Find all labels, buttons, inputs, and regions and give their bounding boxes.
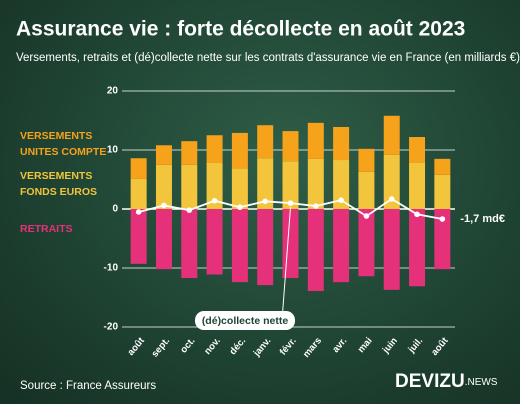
x-tick-label: août xyxy=(126,335,148,358)
x-tick-label: févr. xyxy=(278,335,299,357)
y-tick-label: -20 xyxy=(104,322,119,333)
bar-segment xyxy=(307,209,324,292)
value-label: -1,7 md€ xyxy=(460,213,505,225)
bar-segment xyxy=(282,161,299,209)
x-tick-label: mai xyxy=(356,335,375,355)
chart-title: Assurance vie : forte décollecte en août… xyxy=(16,18,465,41)
bar-segment xyxy=(130,209,147,264)
brand-name: DEVIZU xyxy=(395,371,465,392)
net-point xyxy=(135,209,142,215)
bar-segment xyxy=(409,209,426,287)
x-tick-label: nov. xyxy=(202,335,223,356)
bar-segment xyxy=(333,160,350,209)
x-tick-label: sept. xyxy=(149,335,172,359)
bar-segment xyxy=(257,125,274,159)
net-point xyxy=(388,196,395,202)
bar-segment xyxy=(231,132,248,169)
net-point xyxy=(186,207,193,213)
bar-segment xyxy=(434,158,451,175)
y-tick-label: 10 xyxy=(107,145,119,156)
net-point xyxy=(414,211,420,218)
bar-segment xyxy=(358,209,375,277)
legend-uc: VERSEMENTS UNITES COMPTE xyxy=(20,130,107,158)
bar-segment xyxy=(257,158,274,209)
y-tick-label: 20 xyxy=(107,86,119,97)
bar-segment xyxy=(434,209,451,270)
bar-segment xyxy=(434,174,451,209)
y-tick-label: 0 xyxy=(112,204,118,215)
bar-segment xyxy=(282,131,299,162)
bar-segment xyxy=(130,178,147,209)
bar-segment xyxy=(206,135,223,163)
source: Source : France Assureurs xyxy=(20,380,156,392)
bar-segment xyxy=(358,171,375,209)
bar-segment xyxy=(409,162,426,209)
net-point xyxy=(237,204,243,211)
net-point xyxy=(211,197,218,204)
bar-segment xyxy=(181,141,198,165)
bar-segment xyxy=(206,209,223,275)
x-tick-label: déc. xyxy=(227,335,248,357)
bar-segment xyxy=(206,162,223,209)
bar-segment xyxy=(155,145,172,165)
net-point xyxy=(363,213,370,219)
x-tick-label: avr. xyxy=(330,335,349,355)
x-tick-label: août xyxy=(429,335,451,358)
annotation-leader xyxy=(282,207,291,315)
net-point xyxy=(262,198,268,205)
bar-segment xyxy=(358,148,375,172)
chart-subtitle: Versements, retraits et (dé)collecte net… xyxy=(16,52,520,64)
net-point xyxy=(338,197,344,203)
x-tick-label: oct. xyxy=(178,335,197,355)
bar-segment xyxy=(181,164,198,209)
bar-segment xyxy=(231,168,248,209)
bar-segment xyxy=(383,115,400,155)
legend-retraits: RETRAITS xyxy=(20,223,73,235)
brand: DEVIZU.NEWS xyxy=(395,371,498,392)
annotation: (dé)collecte nette xyxy=(202,315,289,327)
net-point xyxy=(439,216,446,222)
bar-segment xyxy=(155,164,172,209)
x-tick-label: juin xyxy=(380,335,400,356)
bar-segment xyxy=(130,158,147,179)
bar-segment xyxy=(307,158,324,209)
annotation-box xyxy=(195,311,295,330)
bar-segment xyxy=(282,209,299,279)
bar-segment xyxy=(333,209,350,283)
bar-segment xyxy=(333,126,350,161)
brand-suffix: .NEWS xyxy=(465,377,498,388)
bar-segment xyxy=(409,137,426,163)
net-point xyxy=(287,200,294,206)
net-point xyxy=(161,202,167,209)
bar-segment xyxy=(257,209,274,286)
bar-segment xyxy=(231,209,248,283)
y-tick-label: -10 xyxy=(104,263,119,274)
bar-segment xyxy=(181,209,198,279)
x-tick-label: janv. xyxy=(251,335,274,359)
bar-segment xyxy=(383,154,400,209)
x-tick-label: mars xyxy=(301,335,324,359)
bar-segment xyxy=(307,122,324,159)
net-point xyxy=(313,203,319,209)
bar-segment xyxy=(155,209,172,270)
legend-euros: VERSEMENTS FONDS EUROS xyxy=(20,170,98,198)
bar-segment xyxy=(383,209,400,290)
x-tick-label: juil. xyxy=(406,335,426,355)
